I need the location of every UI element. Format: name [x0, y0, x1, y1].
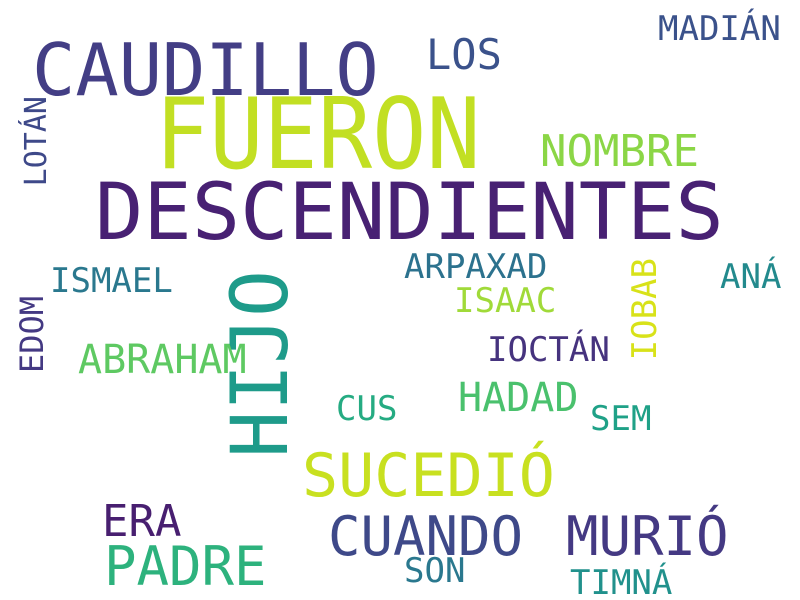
word-sucedio: SUCEDIÓ — [302, 441, 555, 511]
word-padre: PADRE — [104, 535, 267, 598]
word-madian: MADIÁN — [658, 9, 781, 49]
word-los: LOS — [426, 30, 502, 79]
word-cus: CUS — [336, 389, 398, 429]
word-edom: EDOM — [13, 296, 51, 374]
word-son: SON — [404, 551, 466, 591]
word-fueron: FUERON — [155, 78, 481, 192]
word-lotan: LOTÁN — [19, 96, 54, 187]
word-isaac: ISAAC — [454, 281, 557, 321]
word-ana: ANÁ — [720, 257, 782, 297]
word-arpaxad: ARPAXAD — [404, 247, 548, 287]
word-sem: SEM — [590, 399, 652, 439]
word-nombre: NOMBRE — [540, 126, 699, 177]
word-murio: MURIÓ — [566, 505, 729, 568]
word-abraham: ABRAHAM — [78, 337, 247, 383]
word-era: ERA — [102, 496, 182, 547]
word-caudillo: CAUDILLO — [32, 28, 379, 112]
word-ismael: ISMAEL — [50, 261, 173, 301]
word-descendientes: DESCENDIENTES — [95, 168, 724, 258]
word-hadad: HADAD — [458, 375, 579, 421]
word-ioctan: IOCTÁN — [487, 330, 610, 370]
word-iobab: IOBAB — [625, 258, 665, 361]
word-timna: TIMNÁ — [570, 563, 673, 600]
word-cuando: CUANDO — [328, 505, 524, 568]
